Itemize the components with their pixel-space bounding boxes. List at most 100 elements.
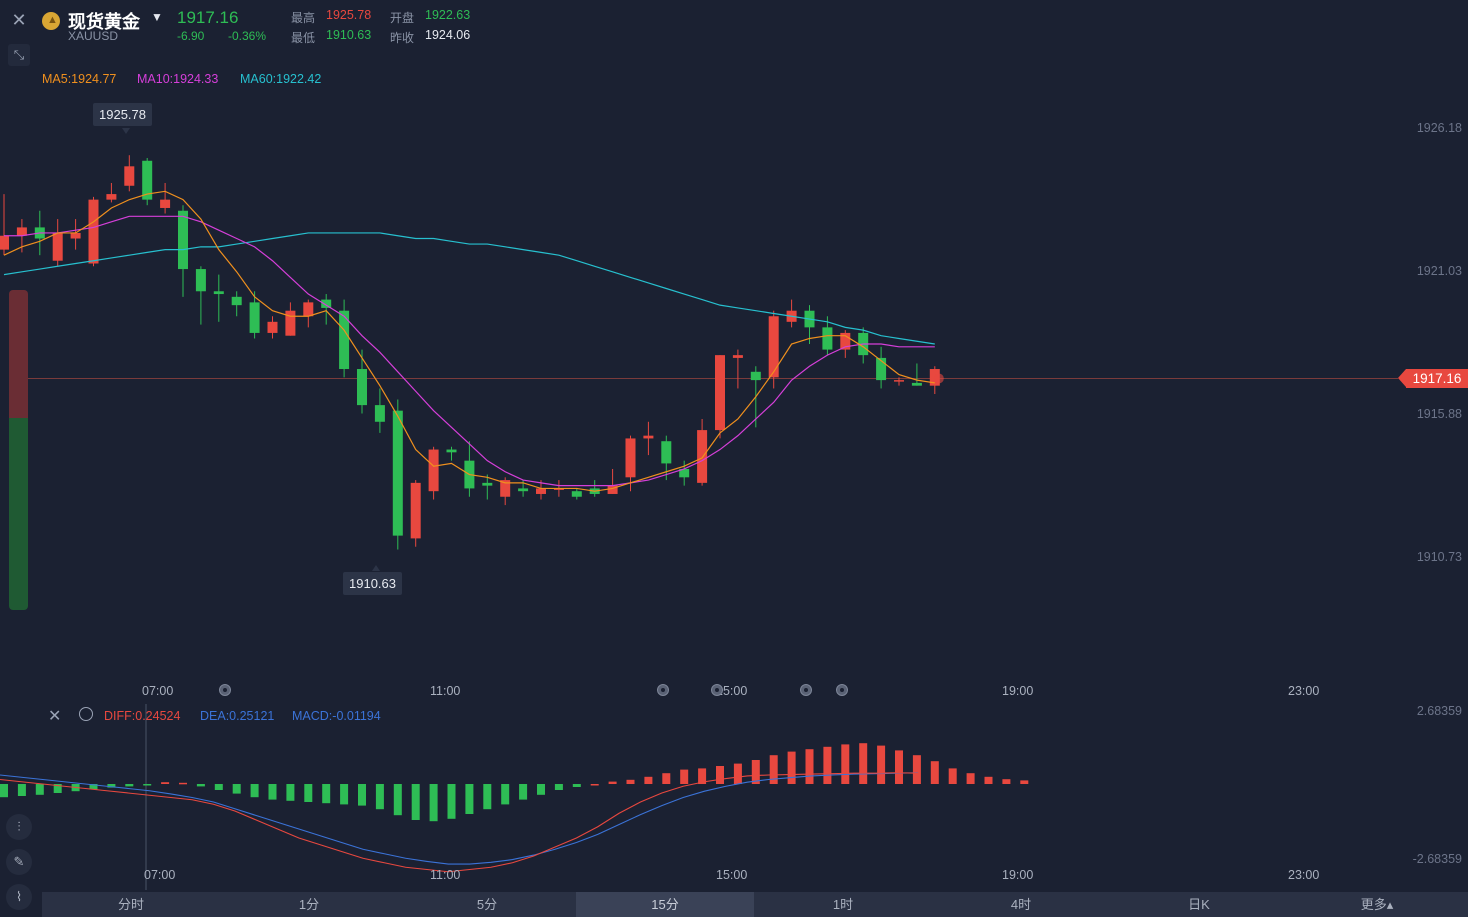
macd-histogram-bar: [214, 784, 223, 790]
candle-body: [768, 316, 779, 378]
ma10-line: [4, 215, 935, 487]
candle-body: [643, 435, 654, 439]
macd-histogram-bar: [662, 773, 671, 784]
timeframe-tab[interactable]: 日K: [1188, 897, 1210, 912]
macd-histogram-bar: [179, 782, 187, 785]
candle-body: [679, 468, 690, 478]
candle-body: [894, 380, 904, 382]
x-tick-label: 23:00: [1288, 684, 1320, 698]
indicator-settings-icon[interactable]: [79, 707, 93, 721]
macd-histogram-bar: [340, 784, 349, 805]
macd-histogram-bar: [465, 784, 474, 814]
macd-histogram-bar: [411, 784, 420, 820]
macd-histogram-bar: [716, 766, 724, 784]
macd-legend: MACD:-0.01194: [292, 709, 381, 723]
timeframe-tab[interactable]: 1分: [298, 897, 320, 912]
timeframe-tab[interactable]: 5分: [476, 897, 498, 912]
candle-body: [285, 310, 296, 336]
macd-histogram-bar: [375, 784, 384, 810]
macd-histogram-bar: [769, 755, 778, 784]
event-marker-icon[interactable]: [657, 684, 669, 696]
prev-close-label: 昨收: [390, 31, 415, 45]
candle-body: [840, 332, 851, 350]
timeframe-tab[interactable]: 分时: [117, 897, 144, 912]
x-tick-label: 19:00: [1002, 684, 1034, 698]
macd-histogram-bar: [322, 784, 331, 804]
candle-body: [571, 491, 582, 497]
dea-line: [0, 772, 919, 865]
indicator-tool-icon[interactable]: ⫶: [6, 814, 32, 840]
candle-body: [195, 269, 206, 292]
timeframe-tab[interactable]: 更多▴: [1360, 897, 1394, 912]
y-tick-label: 1915.88: [1416, 407, 1462, 421]
macd-histogram-bar: [501, 784, 510, 805]
macd-y-bottom: -2.68359: [1412, 852, 1462, 866]
macd-histogram-bar: [644, 776, 653, 784]
y-tick-label: 1910.73: [1416, 550, 1462, 564]
candle-body: [482, 482, 493, 486]
macd-histogram-bar: [519, 784, 528, 800]
candle-body: [0, 235, 9, 250]
macd-histogram-bar: [930, 761, 939, 784]
candle-body: [732, 355, 743, 358]
macd-histogram-bar: [232, 784, 241, 794]
macd-histogram-bar: [17, 784, 26, 796]
current-price-tag: 1917.16: [1398, 369, 1468, 388]
line-chart-icon[interactable]: ⌇: [6, 884, 32, 910]
close-icon[interactable]: ✕: [11, 10, 27, 30]
collapse-icon[interactable]: ⤡: [8, 44, 30, 66]
high-marker-pointer: [122, 128, 130, 134]
price-change-percent: -0.36%: [228, 29, 267, 43]
candle-body: [249, 302, 260, 333]
event-marker-icon[interactable]: [711, 684, 723, 696]
candle-body: [321, 299, 332, 308]
macd-histogram-bar: [877, 745, 886, 784]
event-marker-icon[interactable]: [836, 684, 848, 696]
candle-body: [231, 296, 242, 306]
open-value: 1922.63: [425, 8, 471, 22]
macd-histogram-bar: [984, 776, 993, 784]
candle-body: [518, 488, 529, 492]
event-marker-icon[interactable]: [219, 684, 231, 696]
close-indicator-icon[interactable]: ✕: [48, 708, 62, 725]
low-marker-pointer: [372, 565, 380, 571]
macd-histogram-bar: [358, 784, 366, 806]
macd-histogram-bar: [572, 784, 581, 787]
macd-histogram-bar: [125, 784, 134, 787]
candle-body: [715, 355, 725, 431]
candle-body: [410, 482, 421, 539]
x-tick-label: 11:00: [430, 684, 461, 698]
chevron-down-icon[interactable]: ▼: [151, 10, 163, 24]
candle-body: [124, 166, 135, 186]
candle-body: [500, 480, 511, 497]
open-label: 开盘: [390, 11, 415, 25]
timeframe-tab-active[interactable]: 15分: [576, 892, 754, 917]
macd-histogram-bar: [554, 784, 563, 790]
x-tick-label: 07:00: [144, 868, 176, 882]
buy-depth-bar: [9, 418, 28, 610]
macd-histogram-bar: [966, 773, 975, 784]
macd-histogram-bar: [608, 781, 617, 784]
macd-y-top: 2.68359: [1416, 704, 1462, 718]
symbol-name[interactable]: 现货黄金: [68, 12, 140, 32]
timeframe-tab[interactable]: 4时: [1010, 897, 1032, 912]
macd-histogram-bar: [698, 768, 707, 784]
candle-body: [70, 232, 81, 239]
macd-histogram-bar: [1002, 779, 1011, 784]
candle-body: [106, 194, 117, 200]
x-tick-label: 23:00: [1288, 868, 1320, 882]
draw-pencil-icon[interactable]: ✎: [6, 849, 32, 875]
timeframe-tab[interactable]: 1时: [832, 897, 854, 912]
candle-body: [697, 430, 708, 483]
macd-histogram-bar: [895, 750, 903, 784]
macd-histogram-bar: [89, 784, 98, 790]
macd-histogram-bar: [0, 784, 8, 798]
candle-body: [625, 438, 636, 478]
x-tick-label: 11:00: [430, 868, 461, 882]
macd-histogram-bar: [196, 784, 205, 787]
macd-histogram-bar: [447, 784, 456, 819]
macd-histogram-bar: [823, 746, 832, 784]
event-marker-icon[interactable]: [800, 684, 812, 696]
candle-body: [142, 160, 153, 200]
